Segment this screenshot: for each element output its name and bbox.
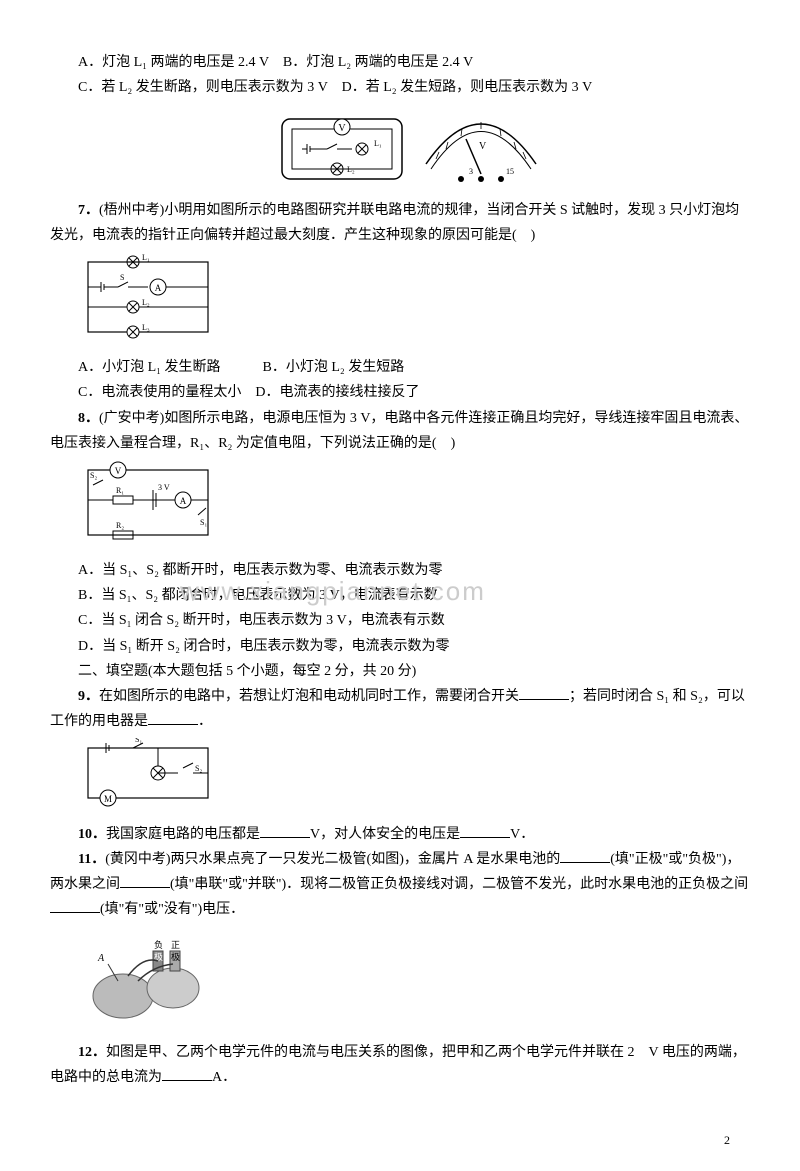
q9-blank1 — [519, 685, 569, 700]
q7-opt-c: C．电流表使用的量程太小 D．电流表的接线柱接反了 — [50, 380, 750, 405]
svg-text:15: 15 — [506, 167, 514, 176]
q8-body: (广安中考)如图所示电路，电源电压恒为 3 V，电路中各元件连接正确且均完好，导… — [50, 411, 748, 451]
q11-t1: (黄冈中考)两只水果点亮了一只发光二极管(如图)，金属片 A 是水果电池的 — [105, 852, 560, 867]
svg-text:L₂: L₂ — [347, 165, 355, 174]
svg-text:3 V: 3 V — [158, 483, 170, 492]
q7-body: (梧州中考)小明用如图所示的电路图研究并联电路电流的规律，当闭合开关 S 试触时… — [50, 203, 739, 243]
q9-text: 9．在如图所示的电路中，若想让灯泡和电动机同时工作，需要闭合开关；若同时闭合 S… — [50, 684, 750, 734]
q6-figure: V L₁ L₂ V 3 15 — [78, 104, 750, 193]
q11-blank3 — [50, 898, 100, 913]
q11-num: 11． — [78, 852, 105, 867]
q11-figure: 负正 极极 A — [78, 926, 750, 1035]
q8-text: 8．(广安中考)如图所示电路，电源电压恒为 3 V，电路中各元件连接正确且均完好… — [50, 406, 750, 456]
q11-blank2 — [120, 873, 170, 888]
q12-num: 12． — [78, 1045, 106, 1060]
q11-blank1 — [560, 848, 610, 863]
q10-num: 10． — [78, 827, 106, 842]
q12-t1: 如图是甲、乙两个电学元件的电流与电压关系的图像，把甲和乙两个电学元件并联在 2 … — [50, 1045, 746, 1085]
svg-text:A: A — [97, 953, 105, 964]
circuit-voltmeter-icon: V L₁ L₂ — [277, 114, 407, 184]
svg-text:R₁: R₁ — [116, 486, 124, 495]
q7-text: 7．(梧州中考)小明用如图所示的电路图研究并联电路电流的规律，当闭合开关 S 试… — [50, 198, 750, 248]
q9-t1: 在如图所示的电路中，若想让灯泡和电动机同时工作，需要闭合开关 — [99, 689, 519, 704]
svg-text:M: M — [104, 794, 112, 804]
q9-figure: S₁ S₂ M — [78, 738, 750, 817]
svg-text:S₁: S₁ — [135, 738, 142, 744]
page-number: 2 — [50, 1130, 750, 1152]
q10-t1: 我国家庭电路的电压都是 — [106, 827, 260, 842]
q12-t2: A． — [212, 1070, 236, 1085]
q7-figure: L₁ S A L₂ L₃ — [78, 252, 750, 351]
q11-t4: (填"有"或"没有")电压． — [100, 902, 244, 917]
q8-opt-d: D．当 S₁ 断开 S₂ 闭合时，电压表示数为零，电流表示数为零 — [50, 634, 750, 659]
q11-text: 11．(黄冈中考)两只水果点亮了一只发光二极管(如图)，金属片 A 是水果电池的… — [50, 847, 750, 923]
q8-opt-b: B．当 S₁、S₂ 都闭合时，电压表示数为 3 V，电流表有示数 — [50, 583, 750, 608]
q8-opt-c: C．当 S₁ 闭合 S₂ 断开时，电压表示数为 3 V，电流表有示数 — [50, 608, 750, 633]
motor-circuit-icon: S₁ S₂ M — [78, 738, 218, 808]
svg-text:L₂: L₂ — [142, 298, 150, 307]
svg-text:A: A — [180, 496, 187, 506]
svg-text:A: A — [155, 283, 162, 293]
q9-t3: ． — [198, 714, 212, 729]
q7-num: 7． — [78, 203, 99, 218]
svg-text:S₂: S₂ — [90, 471, 97, 480]
q8-figure: V S₂ R₁ 3 V A S₁ R₂ — [78, 460, 750, 554]
meter-dial-icon: V 3 15 — [411, 104, 551, 184]
svg-text:V: V — [479, 141, 487, 152]
svg-text:V: V — [115, 466, 122, 476]
q9-num: 9． — [78, 689, 99, 704]
svg-text:L₁: L₁ — [142, 253, 150, 262]
section2-heading: 二、填空题(本大题包括 5 个小题，每空 2 分，共 20 分) — [50, 659, 750, 684]
q8-opt-a: A．当 S₁、S₂ 都断开时，电压表示数为零、电流表示数为零 — [50, 558, 750, 583]
q7-opt-a: A．小灯泡 L₁ 发生断路 B．小灯泡 L₂ 发生短路 — [50, 355, 750, 380]
svg-text:S₂: S₂ — [195, 764, 202, 773]
svg-text:V: V — [339, 123, 347, 134]
svg-text:负: 负 — [154, 939, 163, 950]
q10-blank2 — [460, 823, 510, 838]
q9-blank2 — [148, 710, 198, 725]
svg-text:S₁: S₁ — [200, 518, 207, 527]
q10-t3: V． — [510, 827, 534, 842]
q6-opt-a: A．灯泡 L₁ 两端的电压是 2.4 V B．灯泡 L₂ 两端的电压是 2.4 … — [50, 50, 750, 75]
svg-text:S: S — [120, 273, 124, 282]
q12-blank1 — [162, 1066, 212, 1081]
q6-opt-c: C．若 L₂ 发生断路，则电压表示数为 3 V D．若 L₂ 发生短路，则电压表… — [50, 75, 750, 100]
svg-text:3: 3 — [469, 167, 473, 176]
q11-t3: (填"串联"或"并联")．现将二极管正负极接线对调，二极管不发光，此时水果电池的… — [170, 877, 748, 892]
q10-blank1 — [260, 823, 310, 838]
q10-t2: V，对人体安全的电压是 — [310, 827, 460, 842]
svg-text:L₃: L₃ — [142, 323, 150, 332]
fruit-battery-icon: 负正 极极 A — [78, 926, 218, 1026]
svg-text:L₁: L₁ — [374, 139, 382, 148]
q10-text: 10．我国家庭电路的电压都是 V，对人体安全的电压是 V． — [50, 822, 750, 847]
q12-text: 12．如图是甲、乙两个电学元件的电流与电压关系的图像，把甲和乙两个电学元件并联在… — [50, 1040, 750, 1090]
q8-num: 8． — [78, 411, 99, 426]
resistor-circuit-icon: V S₂ R₁ 3 V A S₁ R₂ — [78, 460, 218, 545]
svg-text:正: 正 — [171, 940, 180, 950]
parallel-circuit-icon: L₁ S A L₂ L₃ — [78, 252, 218, 342]
svg-text:R₂: R₂ — [116, 521, 124, 530]
svg-text:极: 极 — [171, 951, 180, 962]
